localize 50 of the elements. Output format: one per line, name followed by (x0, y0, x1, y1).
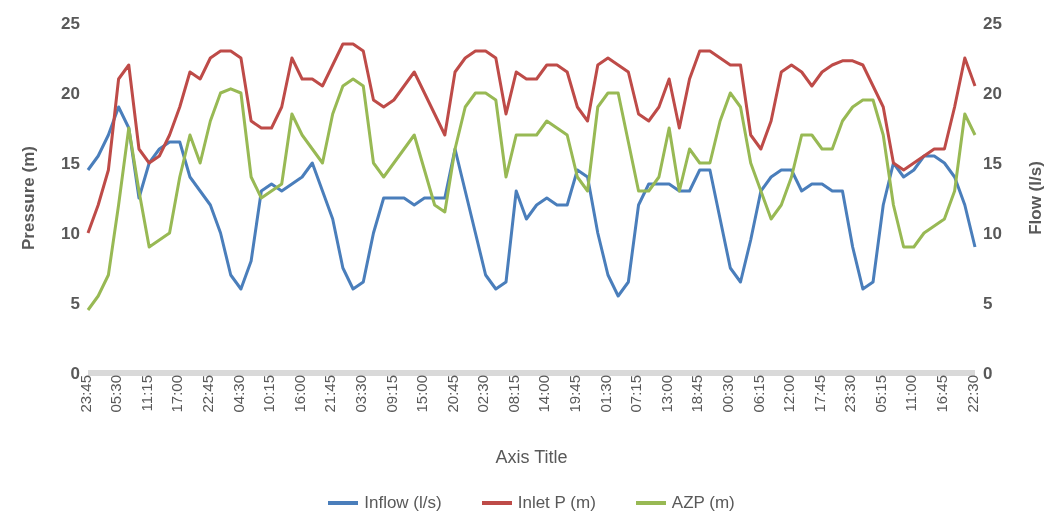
y2-tick-label: 25 (983, 14, 1002, 34)
line-series (86, 42, 977, 235)
line-series (86, 77, 977, 312)
x-tick-label: 04:30 (229, 375, 247, 413)
y2-tick-label: 20 (983, 84, 1002, 104)
y-axis-title: Pressure (m) (19, 146, 39, 250)
y-tick-label: 15 (61, 154, 80, 174)
legend-label: AZP (m) (671, 493, 735, 513)
y2-tick-label: 15 (983, 154, 1002, 174)
x-tick-label: 23:30 (841, 375, 859, 413)
y-tick-label: 25 (61, 14, 80, 34)
x-tick-label: 02:30 (474, 375, 492, 413)
x-tick-label: 19:45 (566, 375, 584, 413)
x-tick-label: 22:30 (963, 375, 981, 413)
x-tick-label: 09:15 (382, 375, 400, 413)
y2-tick-label: 0 (983, 364, 993, 384)
line-series (86, 105, 977, 298)
x-tick-label: 20:45 (443, 375, 461, 413)
x-tick-label: 13:00 (657, 375, 675, 413)
x-tick-label: 15:00 (413, 375, 431, 413)
x-tick-label: 18:45 (688, 375, 706, 413)
y2-tick-label: 10 (983, 224, 1002, 244)
y-tick-label: 20 (61, 84, 80, 104)
x-tick-label: 05:15 (871, 375, 889, 413)
x-tick-label: 22:45 (198, 375, 216, 413)
x-tick-label: 05:30 (107, 375, 125, 413)
x-tick-label: 11:15 (137, 375, 155, 412)
x-tick-label: 12:00 (780, 375, 798, 413)
x-axis-title: Axis Title (495, 447, 568, 467)
y-tick-label: 0 (70, 364, 80, 384)
legend-label: Inflow (l/s) (364, 493, 442, 513)
y2-tick-label: 5 (983, 294, 993, 314)
y-tick-label: 10 (61, 224, 80, 244)
x-tick-label: 01:30 (596, 375, 614, 413)
x-tick-label: 00:30 (718, 375, 736, 413)
x-tick-label: 16:45 (933, 375, 951, 413)
legend-label: Inlet P (m) (517, 493, 596, 513)
x-tick-label: 07:15 (627, 375, 645, 413)
x-tick-label: 21:45 (321, 375, 339, 413)
x-tick-label: 10:15 (260, 375, 278, 413)
x-tick-label: 03:30 (351, 375, 369, 413)
x-tick-label: 06:15 (749, 375, 767, 413)
x-tick-label: 17:45 (810, 375, 828, 413)
x-tick-label: 14:00 (535, 375, 553, 413)
x-tick-label: 11:00 (902, 375, 920, 412)
x-tick-label: 16:00 (290, 375, 308, 413)
x-tick-label: 08:15 (504, 375, 522, 413)
y-tick-label: 5 (70, 294, 80, 314)
y2-axis-title: Flow (l/s) (1026, 161, 1046, 235)
x-tick-label: 17:00 (168, 375, 186, 413)
